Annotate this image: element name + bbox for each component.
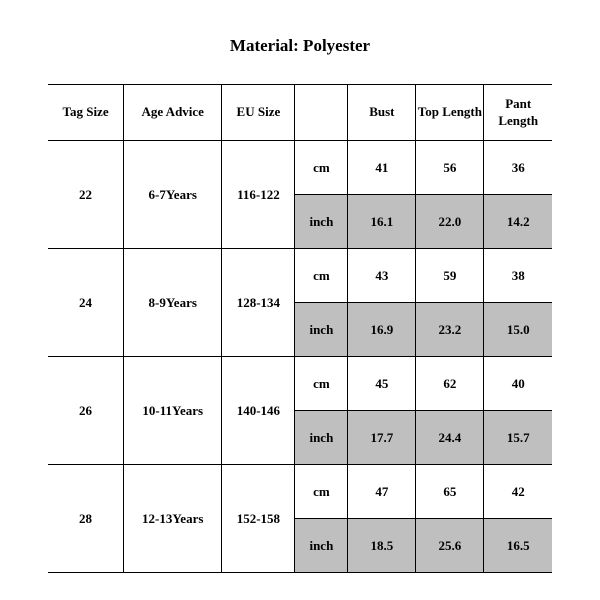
cell-bust: 17.7 xyxy=(348,411,416,465)
cell-top-length: 62 xyxy=(416,357,484,411)
page-title: Material: Polyester xyxy=(0,0,600,84)
cell-bust: 16.1 xyxy=(348,195,416,249)
cell-pant-length: 14.2 xyxy=(484,195,552,249)
cell-top-length: 23.2 xyxy=(416,303,484,357)
cell-eu-size: 152-158 xyxy=(222,465,295,573)
cell-unit-inch: inch xyxy=(295,411,348,465)
col-unit xyxy=(295,85,348,141)
cell-tag-size: 22 xyxy=(48,141,124,249)
cell-bust: 16.9 xyxy=(348,303,416,357)
cell-tag-size: 26 xyxy=(48,357,124,465)
cell-pant-length: 38 xyxy=(484,249,552,303)
cell-unit-cm: cm xyxy=(295,249,348,303)
cell-unit-cm: cm xyxy=(295,465,348,519)
cell-tag-size: 24 xyxy=(48,249,124,357)
cell-eu-size: 128-134 xyxy=(222,249,295,357)
table-row: 248-9Years128-134cm435938 xyxy=(48,249,552,303)
col-pant-length: Pant Length xyxy=(484,85,552,141)
cell-pant-length: 36 xyxy=(484,141,552,195)
cell-top-length: 56 xyxy=(416,141,484,195)
cell-pant-length: 42 xyxy=(484,465,552,519)
col-tag-size: Tag Size xyxy=(48,85,124,141)
table-header-row: Tag Size Age Advice EU Size Bust Top Len… xyxy=(48,85,552,141)
table-row: 226-7Years116-122cm415636 xyxy=(48,141,552,195)
cell-eu-size: 116-122 xyxy=(222,141,295,249)
cell-bust: 41 xyxy=(348,141,416,195)
cell-eu-size: 140-146 xyxy=(222,357,295,465)
cell-top-length: 65 xyxy=(416,465,484,519)
col-eu-size: EU Size xyxy=(222,85,295,141)
col-top-length: Top Length xyxy=(416,85,484,141)
cell-age-advice: 12-13Years xyxy=(124,465,222,573)
cell-pant-length: 15.7 xyxy=(484,411,552,465)
cell-unit-inch: inch xyxy=(295,195,348,249)
cell-bust: 45 xyxy=(348,357,416,411)
cell-pant-length: 16.5 xyxy=(484,519,552,573)
cell-top-length: 22.0 xyxy=(416,195,484,249)
cell-unit-inch: inch xyxy=(295,519,348,573)
cell-unit-cm: cm xyxy=(295,141,348,195)
cell-top-length: 24.4 xyxy=(416,411,484,465)
cell-tag-size: 28 xyxy=(48,465,124,573)
cell-top-length: 25.6 xyxy=(416,519,484,573)
table-row: 2812-13Years152-158cm476542 xyxy=(48,465,552,519)
cell-pant-length: 15.0 xyxy=(484,303,552,357)
cell-pant-length: 40 xyxy=(484,357,552,411)
cell-age-advice: 10-11Years xyxy=(124,357,222,465)
col-age-advice: Age Advice xyxy=(124,85,222,141)
cell-age-advice: 8-9Years xyxy=(124,249,222,357)
cell-bust: 18.5 xyxy=(348,519,416,573)
cell-unit-cm: cm xyxy=(295,357,348,411)
col-bust: Bust xyxy=(348,85,416,141)
size-table-wrapper: Tag Size Age Advice EU Size Bust Top Len… xyxy=(48,84,552,573)
cell-bust: 47 xyxy=(348,465,416,519)
cell-top-length: 59 xyxy=(416,249,484,303)
cell-bust: 43 xyxy=(348,249,416,303)
cell-age-advice: 6-7Years xyxy=(124,141,222,249)
size-table: Tag Size Age Advice EU Size Bust Top Len… xyxy=(48,84,552,573)
table-row: 2610-11Years140-146cm456240 xyxy=(48,357,552,411)
cell-unit-inch: inch xyxy=(295,303,348,357)
